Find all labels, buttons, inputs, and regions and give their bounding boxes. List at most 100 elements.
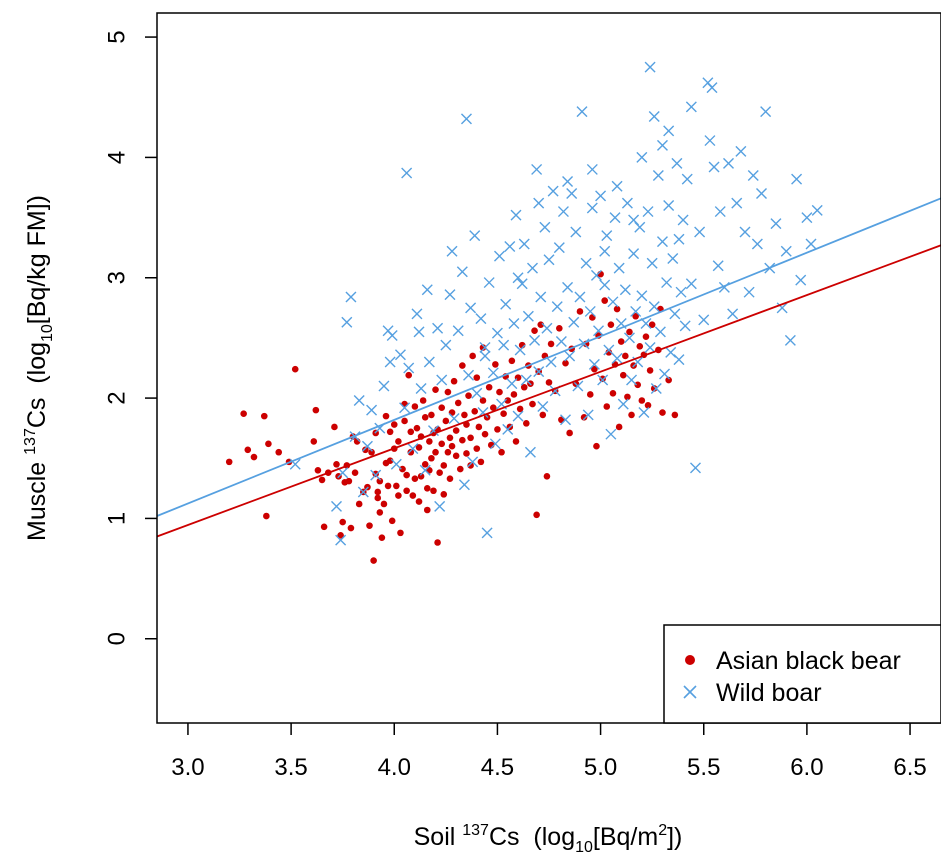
boar-point (646, 257, 658, 269)
boar-point (626, 374, 638, 386)
bear-point (444, 388, 452, 396)
boar-point (584, 305, 596, 317)
boar-point (353, 394, 365, 406)
boar-point (491, 327, 503, 339)
bear-point (403, 487, 410, 495)
boar-point (516, 278, 528, 290)
bear-point (448, 442, 456, 450)
bear-point (244, 446, 252, 454)
x-tick-label: 5.0 (584, 754, 617, 781)
bear-point (607, 321, 615, 328)
boar-point (526, 262, 538, 274)
bear-point (250, 453, 258, 461)
bear-point (473, 374, 481, 381)
boar-point (448, 413, 460, 425)
boar-point (522, 310, 534, 322)
x-tick-label: 6.5 (893, 754, 926, 781)
bear-point (397, 529, 404, 537)
bear-point (240, 410, 247, 418)
bear-point (378, 534, 386, 541)
bear-point (314, 466, 322, 474)
boar-point (623, 332, 635, 344)
bear-point (556, 324, 563, 332)
boar-point (621, 197, 633, 209)
boar-point (471, 387, 483, 399)
boar-point (502, 423, 514, 435)
legend-bear-label: Asian black bear (716, 647, 901, 675)
boar-point (628, 214, 640, 226)
boar-point (514, 344, 526, 356)
bear-point (362, 446, 369, 454)
boar-point (498, 339, 510, 351)
bear-point (263, 512, 270, 520)
boar-point (568, 316, 580, 328)
boar-point (698, 314, 710, 326)
bear-point (475, 423, 483, 431)
boar-point (588, 358, 600, 370)
bear-point (401, 417, 408, 425)
boar-point (411, 308, 423, 320)
boar-point (419, 464, 431, 476)
boar-point (458, 479, 470, 491)
boar-point (487, 367, 499, 379)
boar-point (673, 233, 685, 245)
bear-point (498, 448, 505, 456)
boar-point (421, 284, 433, 296)
bear-point (539, 411, 547, 419)
bear-point (372, 470, 379, 478)
boar-point (617, 398, 629, 410)
bear-point (473, 445, 481, 452)
boar-point (576, 106, 588, 118)
boar-point (694, 226, 706, 238)
bear-point (347, 524, 355, 532)
plot-frame (156, 12, 941, 724)
boar-point (811, 204, 823, 216)
y-tick-label: 3 (104, 271, 131, 284)
bear-point (368, 448, 375, 456)
legend-box (663, 624, 941, 724)
bear-point (659, 409, 666, 416)
bear-point (523, 420, 530, 427)
boar-point (795, 274, 807, 286)
boar-point (760, 106, 772, 118)
boar-point (551, 301, 563, 313)
boar-point (469, 230, 481, 242)
boar-point (727, 308, 739, 320)
boar-point (384, 356, 396, 368)
bear-point (265, 440, 272, 448)
boar-point (407, 443, 419, 455)
y-tick-label: 1 (104, 512, 131, 525)
bear-point (386, 428, 394, 436)
bear-point (426, 438, 433, 445)
boar-point (403, 362, 415, 374)
boar-point (714, 206, 726, 218)
boar-point (582, 409, 594, 421)
boar-point (370, 469, 382, 481)
boar-point (553, 242, 565, 254)
y-tick-label: 4 (104, 151, 131, 164)
bear-point (619, 371, 627, 379)
boar-point (607, 296, 619, 308)
bear-point (411, 403, 419, 410)
boar-point (751, 238, 763, 250)
boar-point (574, 291, 586, 303)
boar-point (479, 342, 491, 354)
bear-point (626, 328, 633, 336)
boar-point (656, 139, 668, 151)
boar-point (489, 438, 501, 450)
boar-point (735, 145, 747, 157)
bear-point (275, 448, 283, 456)
bear-point (599, 375, 606, 383)
boar-point (656, 236, 668, 248)
boar-point (452, 325, 464, 337)
boar-point (650, 382, 662, 394)
boar-point (681, 173, 693, 185)
boar-point (436, 374, 448, 386)
bear-point (467, 462, 474, 469)
bear-point (622, 352, 629, 360)
boar-point (677, 214, 689, 226)
bear-point (520, 383, 528, 391)
bear-point (459, 436, 466, 444)
boar-point (524, 446, 536, 458)
